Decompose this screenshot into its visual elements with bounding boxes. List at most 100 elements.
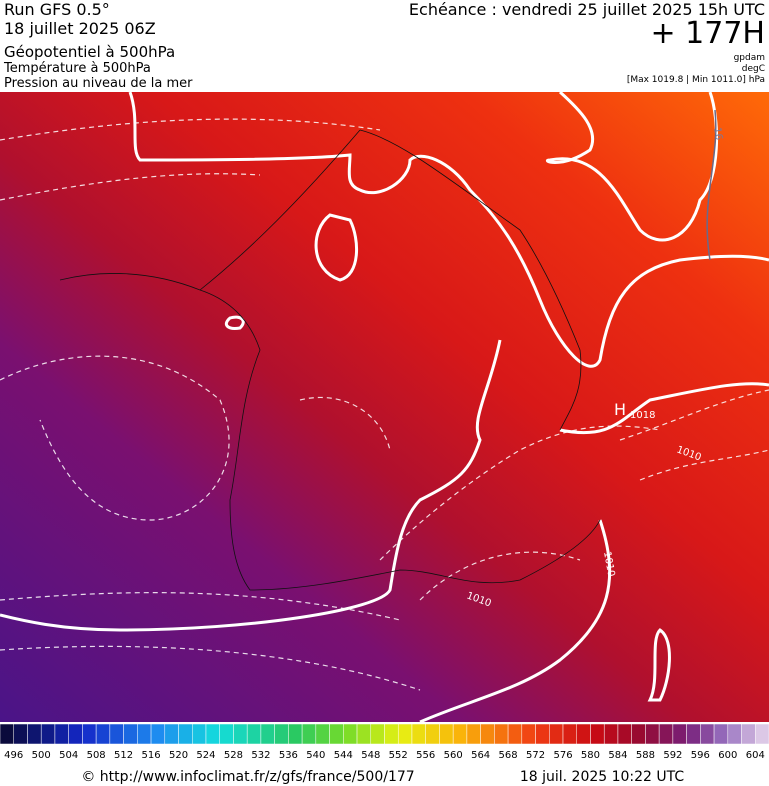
colorbar-swatch — [178, 723, 193, 745]
colorbar-label: 576 — [553, 750, 572, 761]
run-date: 18 juillet 2025 06Z — [4, 19, 156, 38]
range: [Max 1019.8 | Min 1011.0] hPa — [627, 75, 765, 85]
colorbar-swatch — [301, 723, 317, 745]
colorbar-swatch — [590, 723, 605, 745]
colorbar-swatch — [192, 723, 207, 745]
colorbar-swatch — [425, 723, 440, 745]
colorbar-swatch — [370, 723, 385, 745]
colorbar-label: 532 — [251, 750, 270, 761]
colorbar-swatch — [246, 723, 262, 745]
pressure-label: 1018 — [630, 410, 655, 421]
source: © http://www.infoclimat.fr/z/gfs/france/… — [81, 769, 414, 785]
field3: Pression au niveau de la mer — [4, 76, 193, 91]
colorbar-label: 516 — [142, 750, 161, 761]
colorbar-swatch — [672, 723, 687, 745]
high-marker: H — [614, 400, 626, 419]
colorbar-swatch — [384, 723, 399, 745]
geopotential-contour — [647, 628, 671, 702]
field2: Température à 500hPa — [3, 61, 151, 76]
colorbar-label: 588 — [636, 750, 655, 761]
colorbar-swatch — [82, 723, 97, 745]
colorbar-label: 536 — [279, 750, 298, 761]
colorbar-swatch — [288, 723, 303, 745]
temperature-label: 16 — [711, 127, 724, 141]
colorbar-swatch — [466, 723, 481, 745]
colorbar-swatch — [658, 723, 674, 745]
colorbar-label: 552 — [389, 750, 408, 761]
colorbar-label: 596 — [691, 750, 710, 761]
geopotential-contour — [0, 339, 502, 632]
colorbar-swatch — [507, 723, 523, 745]
field: Géopotentiel à 500hPa — [4, 43, 175, 61]
colorbar-swatch — [452, 723, 468, 745]
colorbar-label: 540 — [306, 750, 325, 761]
colorbar-label: 556 — [416, 750, 435, 761]
colorbar-swatch — [54, 723, 69, 745]
colorbar-swatch — [315, 723, 330, 745]
country-borders — [59, 129, 601, 591]
colorbar-swatch — [343, 723, 358, 745]
colorbar-label: 564 — [471, 750, 490, 761]
colorbar-swatch — [521, 723, 536, 745]
temperature-contours — [0, 118, 769, 691]
map: H 1018 1010 1010 1010 16 — [0, 90, 769, 724]
colorbar: 496 500 504 508 512 516 520 524 528 532 536 540 544 5… — [0, 723, 769, 761]
colorbar-label: 500 — [32, 750, 51, 761]
colorbar-swatch — [205, 723, 220, 745]
colorbar-swatch — [233, 723, 248, 745]
colorbar-swatch — [150, 723, 166, 745]
colorbar-swatch — [109, 723, 124, 745]
colorbar-swatch — [397, 723, 413, 745]
colorbar-label: 548 — [361, 750, 380, 761]
colorbar-swatch — [631, 723, 646, 745]
colorbar-swatch — [755, 723, 769, 745]
colorbar-label: 496 — [4, 750, 23, 761]
colorbar-swatch — [219, 723, 234, 745]
colorbar-swatch — [480, 723, 495, 745]
geopotential-contour — [128, 91, 769, 368]
colorbar-swatch — [164, 723, 179, 745]
isotherm — [706, 109, 717, 261]
unit1: gpdam — [734, 53, 765, 63]
pressure-label: 1010 — [601, 551, 616, 578]
colorbar-label: 544 — [334, 750, 353, 761]
colorbar-label: 504 — [59, 750, 78, 761]
unit2: degC — [742, 64, 765, 74]
run: Run GFS 0.5° — [4, 0, 110, 19]
colorbar-swatch — [68, 723, 83, 745]
colorbar-label: 592 — [663, 750, 682, 761]
colorbar-swatch — [549, 723, 564, 745]
colorbar-swatch — [274, 723, 289, 745]
colorbar-label: 520 — [169, 750, 188, 761]
geopotential-contour — [224, 213, 359, 330]
colorbar-swatch — [95, 723, 111, 745]
colorbar-swatch — [727, 723, 742, 745]
colorbar-label: 524 — [196, 750, 215, 761]
colorbar-label: 508 — [87, 750, 106, 761]
colorbar-label: 580 — [581, 750, 600, 761]
colorbar-swatch — [535, 723, 550, 745]
colorbar-swatch — [494, 723, 509, 745]
colorbar-label: 528 — [224, 750, 243, 761]
geopotential-contour — [419, 382, 769, 724]
colorbar-label: 604 — [746, 750, 765, 761]
colorbar-swatch — [686, 723, 701, 745]
colorbar-swatch — [123, 723, 138, 745]
timestamp: 18 juil. 2025 10:22 UTC — [520, 769, 685, 785]
colorbar-swatch — [439, 723, 454, 745]
colorbar-label: 572 — [526, 750, 545, 761]
colorbar-swatch — [700, 723, 715, 745]
colorbar-swatch — [356, 723, 372, 745]
colorbar-label: 568 — [499, 750, 518, 761]
colorbar-label: 560 — [444, 750, 463, 761]
colorbar-swatch — [603, 723, 619, 745]
colorbar-swatch — [713, 723, 729, 745]
colorbar-swatch — [741, 723, 756, 745]
colorbar-swatch — [576, 723, 591, 745]
colorbar-swatch — [13, 723, 28, 745]
lead-time: + 177H — [651, 16, 766, 51]
colorbar-label: 584 — [608, 750, 627, 761]
colorbar-swatch — [329, 723, 344, 745]
colorbar-swatch — [645, 723, 660, 745]
